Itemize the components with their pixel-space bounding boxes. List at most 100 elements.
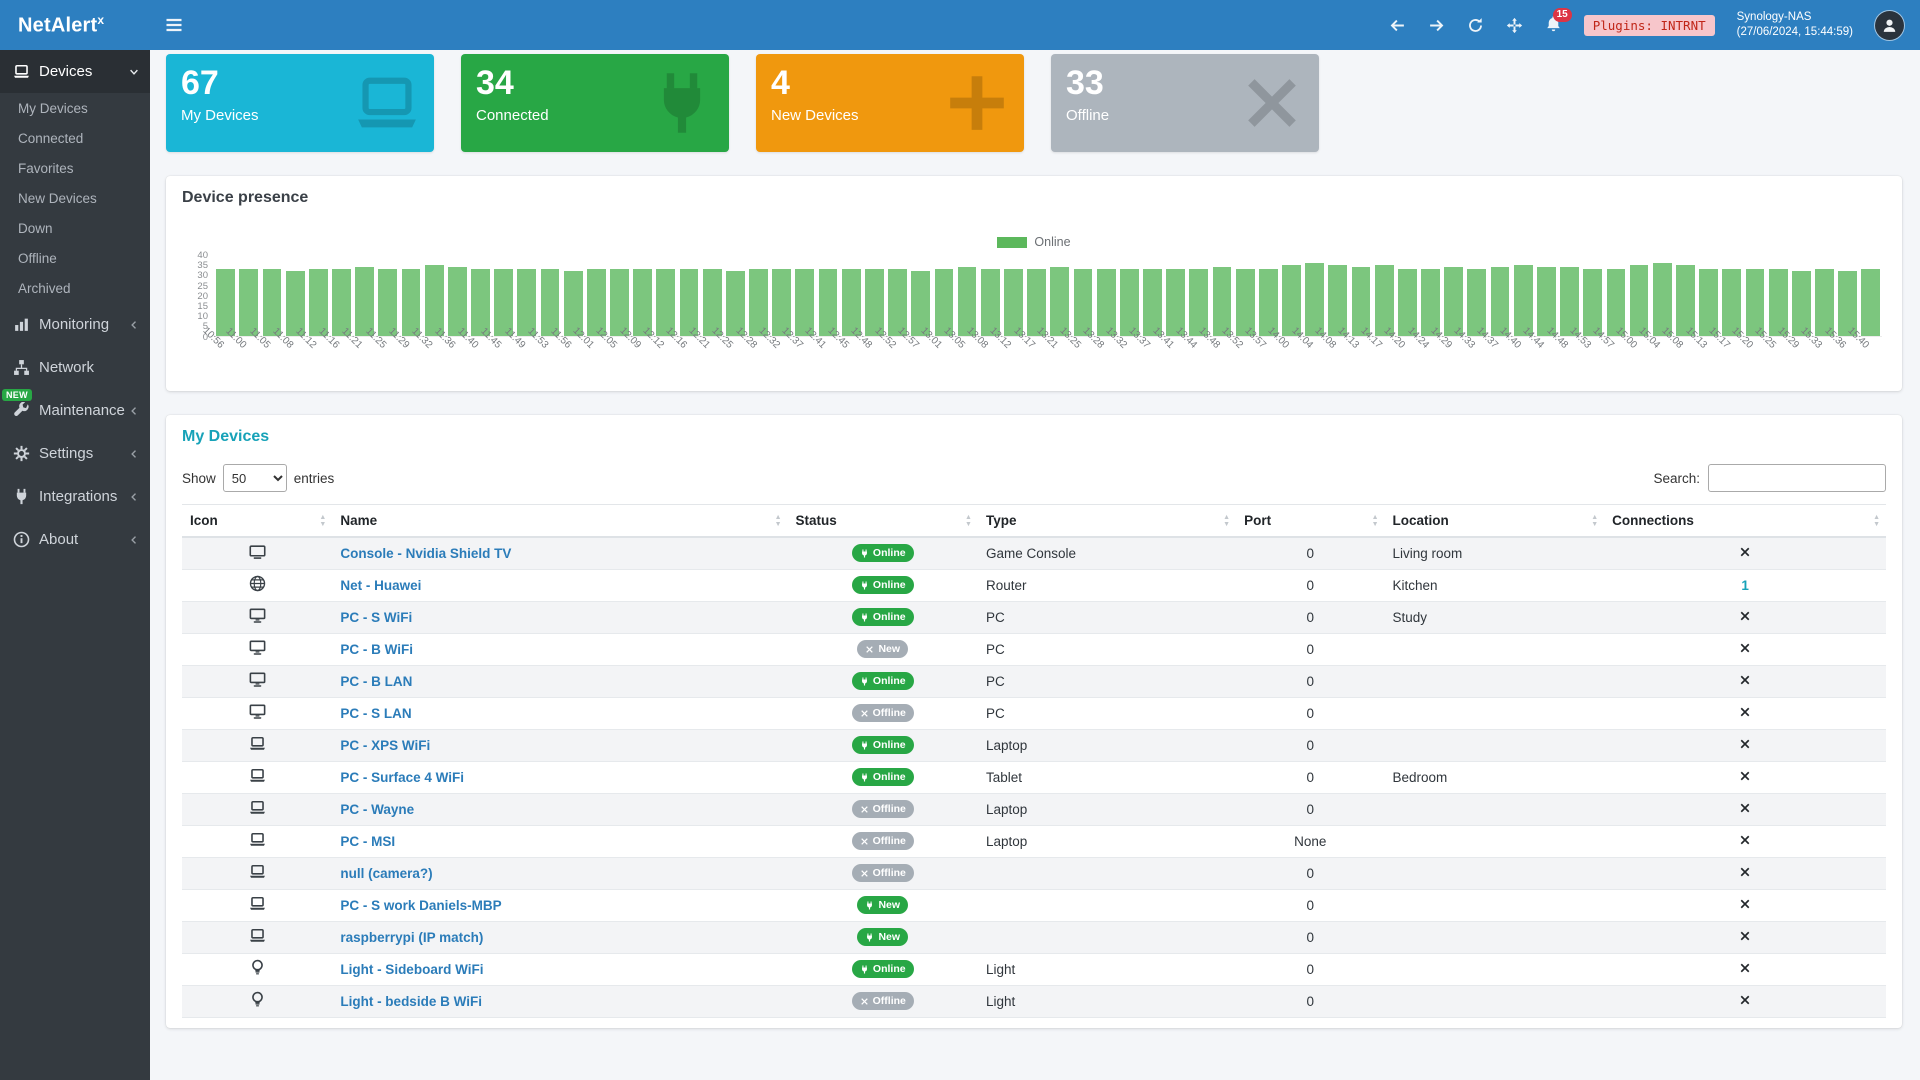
chart-bar — [1351, 267, 1371, 336]
device-name-link[interactable]: PC - Wayne — [340, 801, 415, 817]
column-header-icon[interactable]: Icon ▲ ▼ — [182, 504, 333, 538]
device-name-link[interactable]: raspberrypi (IP match) — [340, 929, 484, 945]
sidebar-subitem-favorites[interactable]: Favorites — [0, 153, 150, 183]
sort-icon[interactable]: ▲ ▼ — [319, 513, 327, 528]
device-name-link[interactable]: Light - bedside B WiFi — [340, 993, 482, 1009]
table-row[interactable]: PC - XPS WiFi Online Laptop 0 — [182, 729, 1886, 762]
sort-icon[interactable]: ▲ ▼ — [774, 513, 782, 528]
table-row[interactable]: Net - Huawei Online Router 0 Kitchen 1 — [182, 569, 1886, 602]
chart-bar — [818, 269, 838, 336]
sort-icon[interactable]: ▲ ▼ — [1591, 513, 1599, 528]
page-length-select[interactable]: 50 — [222, 464, 287, 492]
device-name-link[interactable]: PC - MSI — [340, 833, 396, 849]
back-arrow-icon[interactable] — [1389, 17, 1406, 34]
no-connections-icon — [1739, 866, 1751, 878]
table-row[interactable]: PC - Surface 4 WiFi Online Tablet 0 Bedr… — [182, 761, 1886, 794]
table-row[interactable]: PC - MSI Offline Laptop None — [182, 825, 1886, 858]
device-connections — [1604, 889, 1886, 922]
column-header-port[interactable]: Port ▲ ▼ — [1236, 504, 1385, 538]
chart-bar — [1212, 267, 1232, 336]
sidebar-item-devices[interactable]: Devices — [0, 50, 150, 93]
notifications-button[interactable]: 15 — [1545, 8, 1572, 35]
table-row[interactable]: raspberrypi (IP match) New 0 — [182, 921, 1886, 954]
chart-bar — [1235, 269, 1255, 336]
chart-bar — [865, 269, 884, 336]
refresh-icon[interactable] — [1467, 17, 1484, 34]
device-name-link[interactable]: PC - S work Daniels-MBP — [340, 897, 502, 913]
device-name-link[interactable]: PC - B WiFi — [340, 641, 413, 657]
device-name-link[interactable]: PC - XPS WiFi — [340, 737, 431, 753]
table-row[interactable]: null (camera?) Offline 0 — [182, 857, 1886, 890]
avatar[interactable] — [1875, 10, 1904, 40]
sort-icon[interactable]: ▲ ▼ — [965, 513, 972, 528]
table-row[interactable]: PC - B LAN Online PC 0 — [182, 665, 1886, 698]
plugins-status-badge[interactable]: Plugins: INTRNT — [1583, 14, 1715, 36]
sidebar-subitem-archived[interactable]: Archived — [0, 273, 150, 303]
topbar: NetAlertx 15 Plugins: INTRNT Synology-NA… — [0, 0, 1920, 50]
device-name-link[interactable]: PC - S LAN — [340, 705, 412, 721]
sort-icon[interactable]: ▲ ▼ — [1371, 513, 1379, 528]
sidebar-item-settings[interactable]: Settings — [0, 432, 150, 475]
app-logo[interactable]: NetAlertx — [0, 13, 150, 38]
device-name-link[interactable]: PC - Surface 4 WiFi — [340, 769, 464, 785]
column-header-connections[interactable]: Connections ▲ ▼ — [1604, 504, 1886, 538]
search-label: Search: — [1653, 470, 1700, 486]
sidebar-subitem-label: New Devices — [18, 190, 97, 206]
sidebar-subitem-new-devices[interactable]: New Devices — [0, 183, 150, 213]
nas-name: Synology-NAS — [1736, 11, 1812, 24]
sidebar-item-monitoring[interactable]: Monitoring — [0, 303, 150, 346]
plug-icon — [860, 964, 869, 974]
column-header-location[interactable]: Location ▲ ▼ — [1384, 504, 1605, 538]
device-name-link[interactable]: PC - S WiFi — [340, 609, 413, 625]
x-icon — [865, 645, 874, 654]
chevron-left-icon — [128, 491, 140, 503]
chart-bar — [332, 269, 351, 336]
sidebar-item-network[interactable]: Network — [0, 346, 150, 389]
table-row[interactable]: Console - Nvidia Shield TV Online Game C… — [182, 537, 1886, 570]
sidebar-item-maintenance[interactable]: Maintenance NEW — [0, 389, 150, 432]
device-name-link[interactable]: Console - Nvidia Shield TV — [340, 545, 512, 561]
device-location: Study — [1384, 601, 1605, 634]
table-row[interactable]: Light - bedside B WiFi Offline Light 0 — [182, 985, 1886, 1018]
sidebar-subitem-my-devices[interactable]: My Devices — [0, 93, 150, 123]
sort-icon[interactable]: ▲ ▼ — [1223, 513, 1231, 528]
device-name-link[interactable]: Net - Huawei — [340, 577, 422, 593]
table-row[interactable]: PC - S WiFi Online PC 0 Study — [182, 601, 1886, 634]
device-port: 0 — [1236, 985, 1385, 1018]
chart-y-axis: 40 35 30 25 20 15 10 5 0 — [184, 251, 208, 342]
stat-card-new-devices[interactable]: 4 New Devices — [756, 54, 1024, 152]
stat-card-connected[interactable]: 34 Connected — [461, 54, 729, 152]
table-row[interactable]: Light - Sideboard WiFi Online Light 0 — [182, 953, 1886, 986]
column-header-label: Connections — [1612, 513, 1694, 528]
expand-icon[interactable] — [1506, 17, 1523, 34]
device-port: 0 — [1236, 761, 1385, 794]
table-row[interactable]: PC - S LAN Offline PC 0 — [182, 697, 1886, 730]
device-name-link[interactable]: null (camera?) — [340, 865, 433, 881]
device-name-link[interactable]: PC - B LAN — [340, 673, 413, 689]
column-header-type[interactable]: Type ▲ ▼ — [977, 504, 1237, 538]
forward-arrow-icon[interactable] — [1428, 17, 1445, 34]
device-name-link[interactable]: Light - Sideboard WiFi — [340, 961, 484, 977]
sidebar-subitem-down[interactable]: Down — [0, 213, 150, 243]
table-row[interactable]: PC - Wayne Offline Laptop 0 — [182, 793, 1886, 826]
stat-card-my-devices[interactable]: 67 My Devices — [166, 54, 434, 152]
connections-count-link[interactable]: 1 — [1741, 577, 1749, 593]
sort-icon[interactable]: ▲ ▼ — [1873, 513, 1880, 528]
sidebar-item-about[interactable]: About — [0, 518, 150, 561]
stat-card-offline[interactable]: 33 Offline — [1051, 54, 1319, 152]
bulb-icon — [249, 991, 266, 1008]
bulb-icon — [249, 959, 266, 976]
stat-label: Connected — [476, 107, 549, 125]
column-header-name[interactable]: Name ▲ ▼ — [332, 504, 788, 538]
hamburger-icon[interactable] — [164, 15, 184, 35]
table-row[interactable]: PC - S work Daniels-MBP New 0 — [182, 889, 1886, 922]
table-row[interactable]: PC - B WiFi New PC 0 — [182, 633, 1886, 666]
status-badge-label: Online — [872, 771, 906, 783]
column-header-status[interactable]: Status ▲ ▼ — [787, 504, 978, 538]
sidebar-item-integrations[interactable]: Integrations — [0, 475, 150, 518]
sidebar-subitem-connected[interactable]: Connected — [0, 123, 150, 153]
search-input[interactable] — [1708, 464, 1886, 492]
devices-panel-title: My Devices — [182, 428, 270, 445]
sidebar-subitem-offline[interactable]: Offline — [0, 243, 150, 273]
sidebar-subitem-label: Offline — [18, 250, 57, 266]
